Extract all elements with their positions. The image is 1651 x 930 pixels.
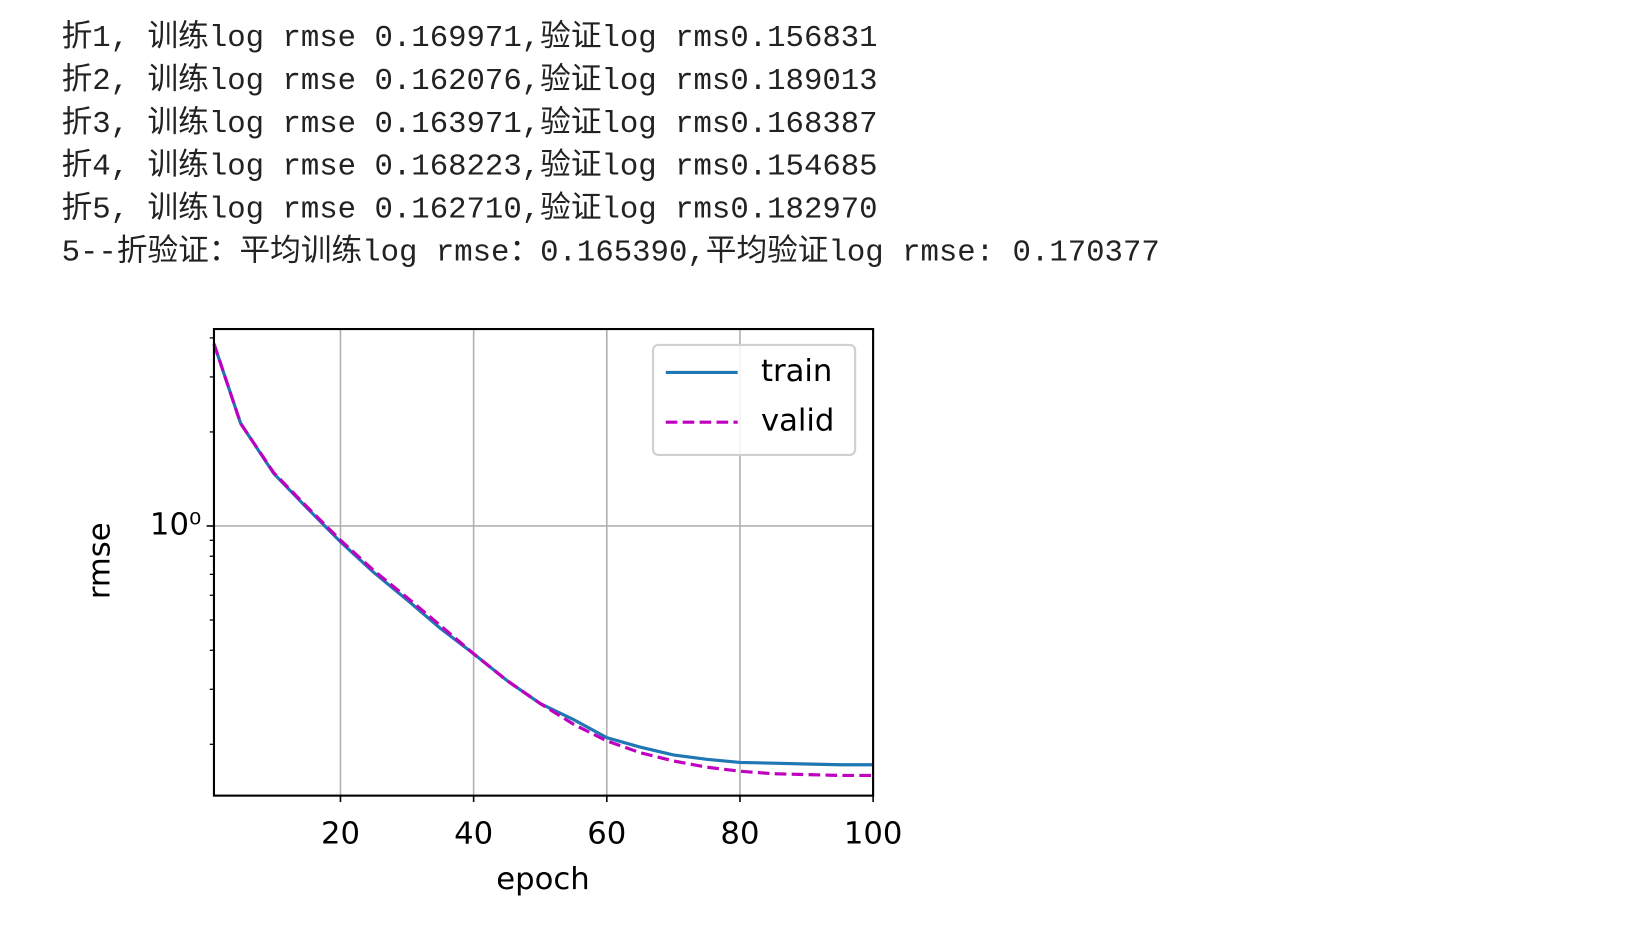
legend-label: valid bbox=[761, 404, 834, 439]
log-line: 折4, 训练log rmse 0.168223,验证log rms0.15468… bbox=[62, 148, 878, 185]
log-line: 5--折验证：平均训练log rmse：0.165390,平均验证log rms… bbox=[62, 233, 1160, 270]
log-line: 折2, 训练log rmse 0.162076,验证log rms0.18901… bbox=[62, 62, 878, 99]
x-tick-label: 80 bbox=[720, 816, 759, 851]
x-tick-label: 20 bbox=[321, 816, 360, 851]
x-tick-label: 60 bbox=[587, 816, 626, 851]
series-line bbox=[212, 343, 874, 778]
x-axis-label: epoch bbox=[496, 862, 589, 897]
log-line: 折3, 训练log rmse 0.163971,验证log rms0.16838… bbox=[62, 105, 878, 142]
y-tick-label: 10⁰ bbox=[150, 507, 201, 542]
plot-frame bbox=[212, 327, 875, 797]
log-line: 折5, 训练log rmse 0.162710,验证log rms0.18297… bbox=[62, 191, 878, 228]
log-line: 折1, 训练log rmse 0.169971,验证log rms0.15683… bbox=[62, 19, 878, 56]
x-tick-label: 100 bbox=[844, 816, 903, 851]
x-tick-label: 40 bbox=[454, 816, 493, 851]
legend-label: train bbox=[761, 354, 832, 389]
y-axis-label: rmse bbox=[82, 522, 117, 599]
